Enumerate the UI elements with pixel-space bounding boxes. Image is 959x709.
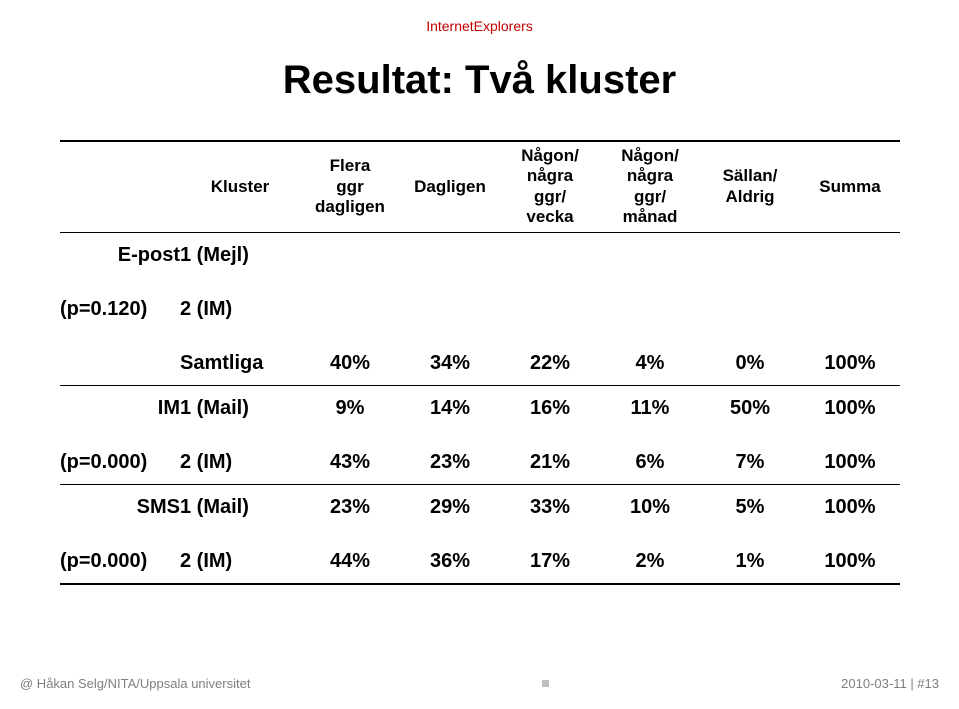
cell: 33% xyxy=(500,485,600,529)
table-row: (p=0.000) 2 (IM) 43% 23% 21% 6% 7% 100% xyxy=(60,440,900,485)
cell: 23% xyxy=(300,485,400,529)
cell: 11% xyxy=(600,386,700,430)
cell: 6% xyxy=(600,440,700,485)
kluster-label: 1 (Mejl) xyxy=(180,233,300,277)
kluster-label: 2 (IM) xyxy=(180,539,300,584)
cell: 43% xyxy=(300,440,400,485)
group-label: E-post xyxy=(60,233,180,277)
cell: 36% xyxy=(400,539,500,584)
cell: 100% xyxy=(800,386,900,430)
cell: 2% xyxy=(600,539,700,584)
cell: 4% xyxy=(600,341,700,386)
kluster-label: 2 (IM) xyxy=(180,440,300,485)
group-label: SMS xyxy=(60,485,180,529)
col-header-3: Någon/någraggr/vecka xyxy=(500,142,600,232)
brand-text: InternetExplorers xyxy=(0,18,959,34)
table-row: (p=0.120) 2 (IM) xyxy=(60,287,900,331)
cell: 100% xyxy=(800,341,900,386)
cell: 17% xyxy=(500,539,600,584)
table-row: Samtliga 40% 34% 22% 4% 0% 100% xyxy=(60,341,900,386)
footer-right: 2010-03-11 | #13 xyxy=(841,676,939,691)
pvalue-label: (p=0.000) xyxy=(60,539,180,584)
cell: 23% xyxy=(400,440,500,485)
cell: 21% xyxy=(500,440,600,485)
cell: 7% xyxy=(700,440,800,485)
footer: @ Håkan Selg/NITA/Uppsala universitet 20… xyxy=(0,676,959,691)
cell: 40% xyxy=(300,341,400,386)
cell: 0% xyxy=(700,341,800,386)
cell: 9% xyxy=(300,386,400,430)
col-header-1: Fleraggrdagligen xyxy=(300,142,400,232)
cell: 100% xyxy=(800,539,900,584)
cell: 22% xyxy=(500,341,600,386)
cell: 16% xyxy=(500,386,600,430)
results-table: Kluster Fleraggrdagligen Dagligen Någon/… xyxy=(60,140,900,585)
cell: 1% xyxy=(700,539,800,584)
col-header-4: Någon/någraggr/månad xyxy=(600,142,700,232)
cell: 34% xyxy=(400,341,500,386)
table-header-row: Kluster Fleraggrdagligen Dagligen Någon/… xyxy=(60,142,900,232)
cell: 5% xyxy=(700,485,800,529)
cell: 100% xyxy=(800,440,900,485)
cell: 50% xyxy=(700,386,800,430)
table-row: IM 1 (Mail) 9% 14% 16% 11% 50% 100% xyxy=(60,386,900,430)
kluster-label: 2 (IM) xyxy=(180,287,300,331)
footer-left: @ Håkan Selg/NITA/Uppsala universitet xyxy=(20,676,250,691)
footer-dot-icon xyxy=(542,680,549,687)
table-row: (p=0.000) 2 (IM) 44% 36% 17% 2% 1% 100% xyxy=(60,539,900,584)
page-title: Resultat: Två kluster xyxy=(0,58,959,103)
kluster-label: 1 (Mail) xyxy=(180,386,300,430)
cell: 14% xyxy=(400,386,500,430)
col-header-6: Summa xyxy=(800,142,900,232)
slide: InternetExplorers Resultat: Två kluster … xyxy=(0,0,959,709)
table-row: SMS 1 (Mail) 23% 29% 33% 10% 5% 100% xyxy=(60,485,900,529)
kluster-label: 1 (Mail) xyxy=(180,485,300,529)
col-header-kluster: Kluster xyxy=(180,142,300,232)
cell: 44% xyxy=(300,539,400,584)
col-header-2: Dagligen xyxy=(400,142,500,232)
table-row: E-post 1 (Mejl) xyxy=(60,233,900,277)
pvalue-label: (p=0.120) xyxy=(60,287,180,331)
group-label: IM xyxy=(60,386,180,430)
cell: 100% xyxy=(800,485,900,529)
pvalue-label: (p=0.000) xyxy=(60,440,180,485)
col-header-5: Sällan/Aldrig xyxy=(700,142,800,232)
cell: 29% xyxy=(400,485,500,529)
kluster-label: Samtliga xyxy=(180,341,300,386)
cell: 10% xyxy=(600,485,700,529)
